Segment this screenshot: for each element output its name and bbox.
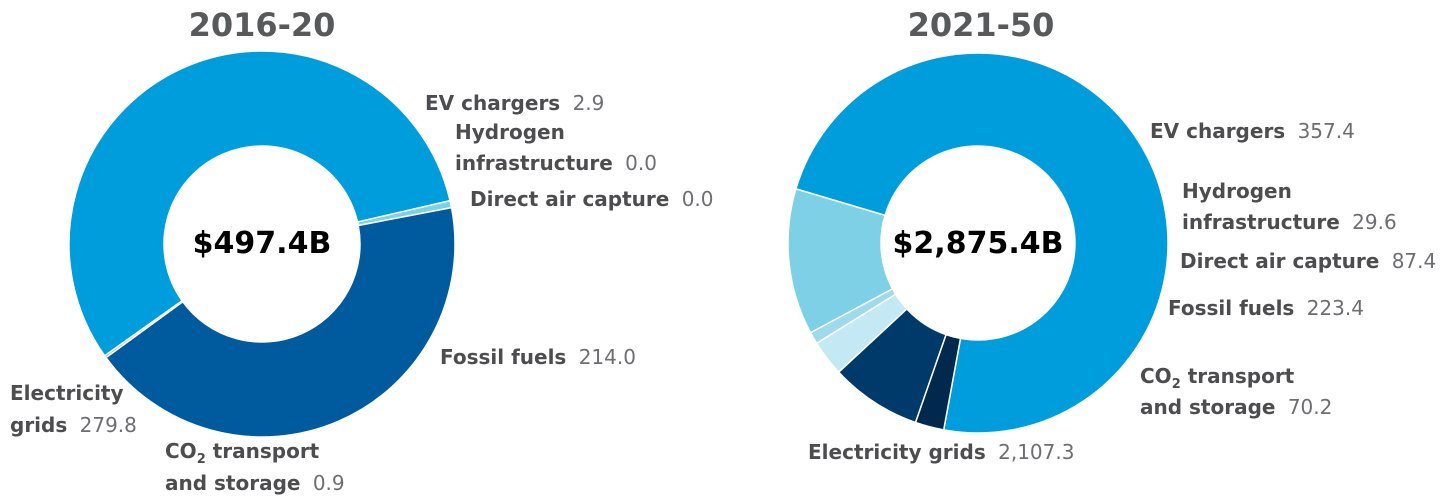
slice-name-line2: grids xyxy=(10,413,67,437)
slice-label-hydrogen-infrastructure-line2: infrastructure 29.6 xyxy=(1182,210,1397,234)
donut-slices-2021-50 xyxy=(787,52,1169,434)
slice-label-direct-air-capture: Direct air capture 0.0 xyxy=(470,187,714,211)
slice-name-line2: infrastructure xyxy=(455,151,613,175)
slice-value: 29.6 xyxy=(1352,210,1397,234)
chart-title-2016-20: 2016-20 xyxy=(189,6,336,44)
slice-value: 223.4 xyxy=(1307,296,1364,320)
slice-label-direct-air-capture: Direct air capture 87.4 xyxy=(1180,249,1436,273)
slice-label-co2-transport-line2: and storage 0.9 xyxy=(165,471,345,495)
slice-label-co2-transport: CO2 transport xyxy=(1140,364,1295,392)
slice-name-line2: and storage xyxy=(165,471,300,495)
slice-label-hydrogen-infrastructure-line2: infrastructure 0.0 xyxy=(455,151,657,175)
slice-value: 0.0 xyxy=(625,151,657,175)
slice-name-line1: Hydrogen xyxy=(455,120,565,144)
slice-label-co2-transport: CO2 transport xyxy=(165,439,320,467)
slice-name-line2: infrastructure xyxy=(1182,210,1340,234)
donut-slices-2016-20 xyxy=(68,50,456,438)
slice-name: Electricity grids xyxy=(808,440,986,464)
center-total-2021-50: $2,875.4B xyxy=(893,226,1064,261)
slice-label-fossil-fuels: Fossil fuels 223.4 xyxy=(1168,296,1364,320)
slice-label-electricity-grids-line2: grids 279.8 xyxy=(10,413,137,437)
slice-electricity-grids xyxy=(68,50,451,357)
slice-name: Fossil fuels xyxy=(1168,296,1294,320)
slice-label-ev-chargers: EV chargers 2.9 xyxy=(425,91,604,115)
slice-value: 357.4 xyxy=(1298,119,1355,143)
center-total-2016-20: $497.4B xyxy=(193,226,332,261)
slice-name: Direct air capture xyxy=(1180,249,1379,273)
slice-value: 0.0 xyxy=(682,187,714,211)
slice-name-line1: Electricity xyxy=(10,381,124,405)
slice-fossil-fuels xyxy=(104,206,456,438)
slice-label-co2-transport-line2: and storage 70.2 xyxy=(1140,395,1332,419)
donut-chart-2021-50: 2021-50 $2,875.4B EV chargers 357.4 Hydr… xyxy=(787,6,1436,464)
slice-label-ev-chargers: EV chargers 357.4 xyxy=(1150,119,1355,143)
slice-value: 2.9 xyxy=(573,91,605,115)
slice-value: 279.8 xyxy=(80,413,137,437)
chart-title-2021-50: 2021-50 xyxy=(908,6,1055,44)
slice-name: EV chargers xyxy=(1150,119,1285,143)
slice-name: Direct air capture xyxy=(470,187,669,211)
slice-name: Fossil fuels xyxy=(440,345,566,369)
donut-chart-2016-20: 2016-20 $497.4B EV chargers 2.9 Hydrogen… xyxy=(10,6,714,495)
slice-label-hydrogen-infrastructure: Hydrogen xyxy=(455,120,565,144)
slice-value: 214.0 xyxy=(579,345,636,369)
slice-label-hydrogen-infrastructure: Hydrogen xyxy=(1182,179,1292,203)
slice-value: 70.2 xyxy=(1288,395,1333,419)
slice-name-line1: Hydrogen xyxy=(1182,179,1292,203)
slice-co2-transport-and-storage xyxy=(914,333,962,431)
slice-electricity-grids xyxy=(794,52,1169,434)
slice-value: 87.4 xyxy=(1392,249,1437,273)
slice-name: EV chargers xyxy=(425,91,560,115)
slice-name-line1: CO2 transport xyxy=(165,439,320,467)
slice-co2-transport-and-storage xyxy=(103,299,184,359)
slice-name-line2: and storage xyxy=(1140,395,1275,419)
slice-label-electricity-grids: Electricity xyxy=(10,381,124,405)
slice-value: 0.9 xyxy=(313,471,345,495)
slice-value: 2,107.3 xyxy=(998,440,1074,464)
slice-label-electricity-grids: Electricity grids 2,107.3 xyxy=(808,440,1074,464)
slice-label-fossil-fuels: Fossil fuels 214.0 xyxy=(440,345,636,369)
slice-name-line1: CO2 transport xyxy=(1140,364,1295,392)
